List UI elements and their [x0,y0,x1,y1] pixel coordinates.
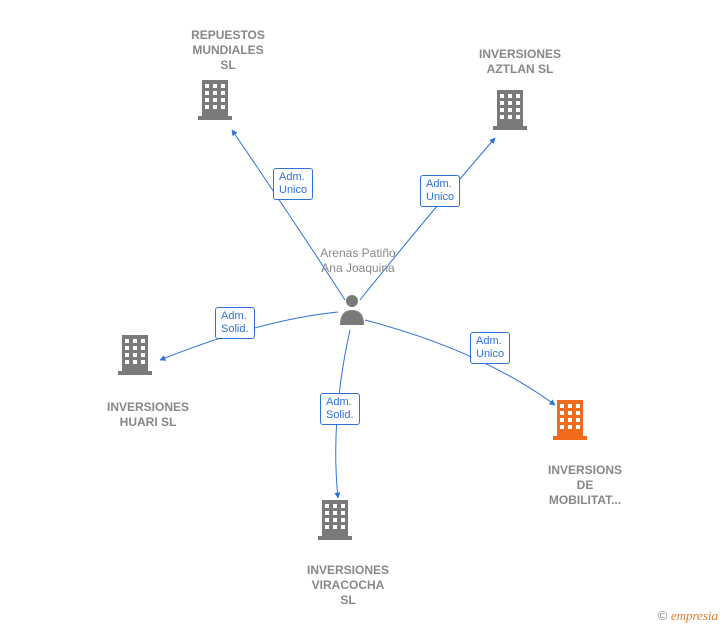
building-icon-aztlan [493,90,527,130]
building-icon-mobilitat [553,400,587,440]
building-icon-viracocha [318,500,352,540]
node-label-mobilitat: INVERSIONS DE MOBILITAT... [525,463,645,508]
edge-label-huari: Adm. Solid. [215,307,255,339]
edge-mobilitat [365,320,555,405]
node-label-huari: INVERSIONES HUARI SL [88,400,208,430]
center-person-icon [338,293,366,330]
center-node-label: Arenas Patiño Ana Joaquina [318,246,398,276]
building-icon-repuestos [198,80,232,120]
building-icon-huari [118,335,152,375]
node-label-repuestos: REPUESTOS MUNDIALES SL [178,28,278,73]
brand-rest: mpresia [677,608,718,623]
edge-label-repuestos: Adm. Unico [273,168,313,200]
node-label-aztlan: INVERSIONES AZTLAN SL [460,47,580,77]
node-label-viracocha: INVERSIONES VIRACOCHA SL [288,563,408,608]
credit-line: © empresia [658,608,718,624]
copyright-symbol: © [658,608,668,623]
edge-label-aztlan: Adm. Unico [420,175,460,207]
edge-label-mobilitat: Adm. Unico [470,332,510,364]
edge-label-viracocha: Adm. Solid. [320,393,360,425]
